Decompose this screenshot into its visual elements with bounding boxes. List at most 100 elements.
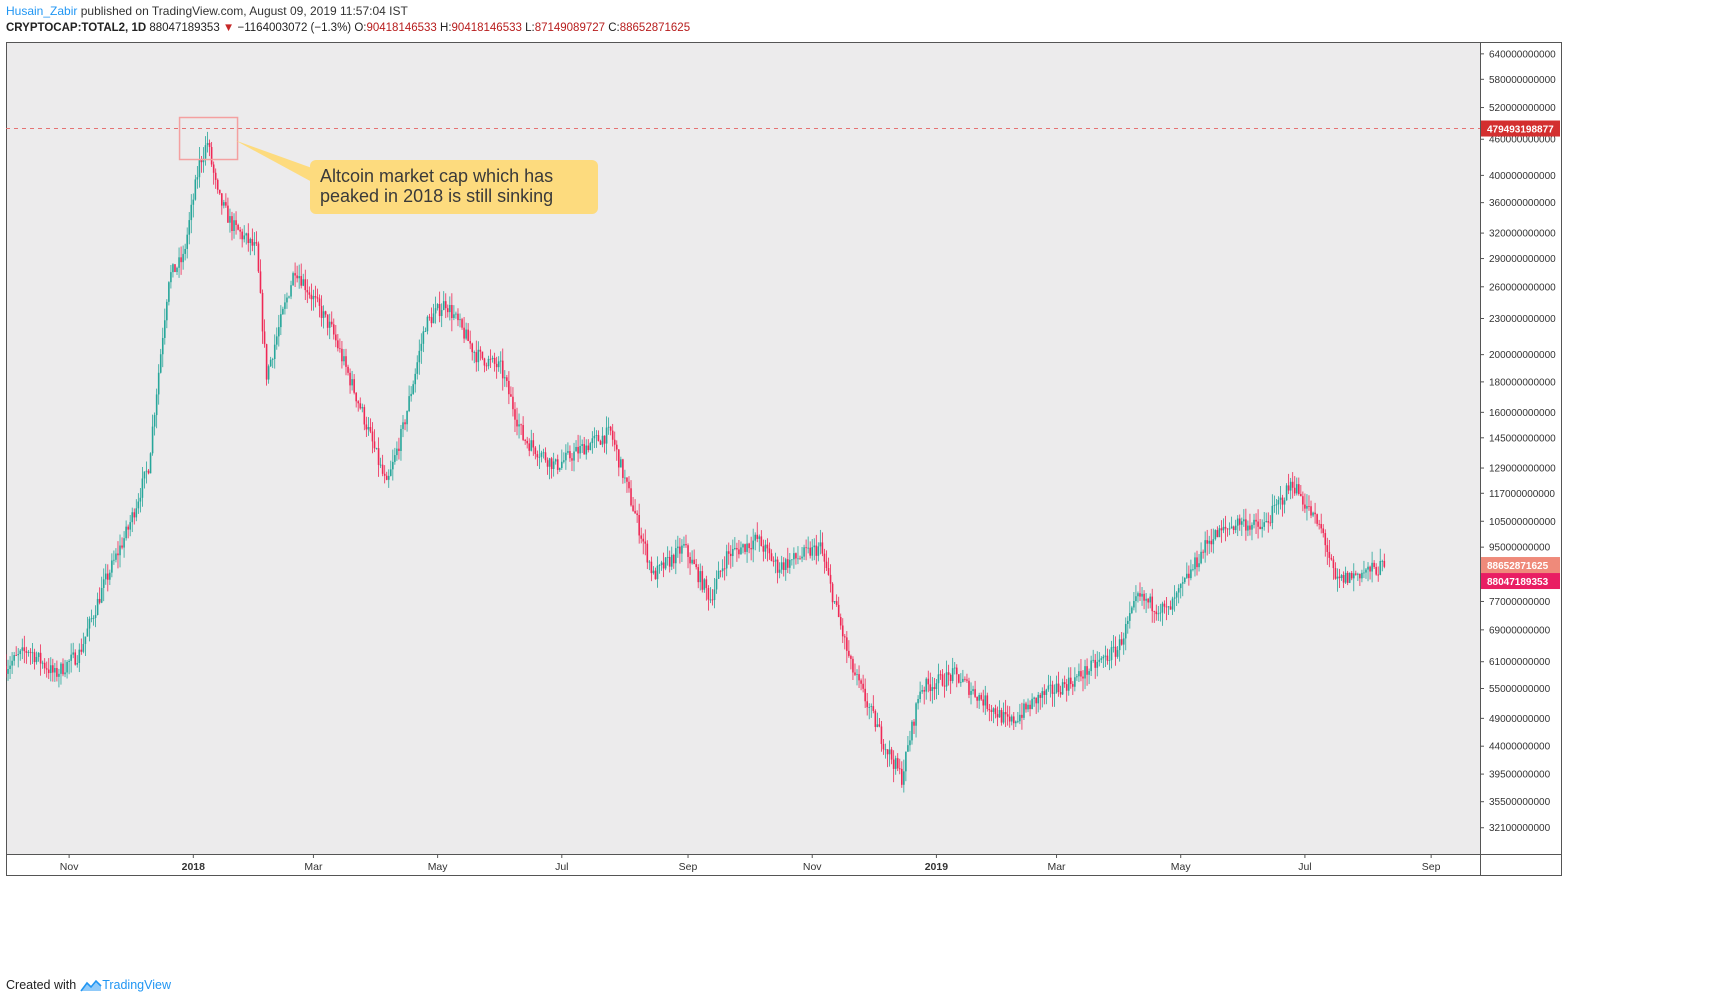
candle-body <box>1214 530 1217 540</box>
candle-body <box>1039 694 1042 698</box>
candle <box>178 247 180 278</box>
candle-body <box>241 231 243 240</box>
candle <box>1084 659 1086 690</box>
candle <box>428 313 431 321</box>
tradingview-link[interactable]: TradingView <box>102 978 171 992</box>
candle <box>974 680 976 699</box>
candle <box>1326 537 1329 565</box>
candle-body <box>408 396 410 412</box>
candle-body <box>888 749 891 755</box>
candle <box>544 447 547 463</box>
candle-body <box>196 177 199 180</box>
candle <box>581 439 583 453</box>
candle-body <box>662 562 665 569</box>
candle-body <box>72 652 74 655</box>
candle-body <box>903 771 905 785</box>
candle-body <box>909 740 911 746</box>
candle <box>609 425 612 436</box>
candle-body <box>1023 703 1025 718</box>
candle-body <box>284 302 286 309</box>
candle-body <box>754 534 757 541</box>
candle <box>493 352 496 372</box>
y-tick-label: 44000000000 <box>1489 742 1551 753</box>
candle-body <box>47 669 50 674</box>
candle <box>115 548 117 563</box>
candle <box>206 131 209 153</box>
candle-body <box>497 361 500 368</box>
publish-info: published on TradingView.com, August 09,… <box>80 4 408 18</box>
candle <box>214 168 217 189</box>
candle-body <box>56 668 58 677</box>
candle-body <box>410 393 412 397</box>
candle <box>670 546 673 571</box>
candle <box>459 313 461 328</box>
candle-body <box>367 427 370 430</box>
candle <box>894 755 897 775</box>
price-chart[interactable]: 640000000000 580000000000 520000000000 4600… <box>6 42 1718 972</box>
candle-body <box>426 316 429 332</box>
candle <box>1344 566 1347 585</box>
candle-body <box>1183 577 1186 583</box>
candle-body <box>611 430 614 440</box>
created-with-text: Created with <box>6 978 77 992</box>
candle <box>732 539 734 567</box>
candle <box>243 225 246 243</box>
candle <box>426 315 429 335</box>
candle-body <box>98 598 101 603</box>
candle-body <box>1059 692 1062 695</box>
candle <box>919 681 921 703</box>
candle-body <box>583 444 585 455</box>
candle-body <box>1082 676 1084 679</box>
candle-body <box>86 628 89 637</box>
candle-body <box>1153 611 1156 612</box>
high-label: H: <box>440 22 452 34</box>
candle <box>915 702 917 738</box>
candle <box>351 370 353 391</box>
candle-body <box>1141 593 1143 597</box>
candle <box>155 388 158 429</box>
candle-body <box>1186 573 1188 578</box>
candle <box>43 658 46 674</box>
candle <box>60 662 62 685</box>
candle-body <box>1375 566 1377 575</box>
candle <box>843 634 846 650</box>
candle-body <box>982 699 985 706</box>
tradingview-brand[interactable]: TradingView <box>80 978 171 992</box>
candle-body <box>449 304 451 313</box>
candle <box>290 280 292 300</box>
candle-body <box>925 678 928 692</box>
symbol-label[interactable]: CRYPTOCAP:TOTAL2, 1D <box>6 22 147 34</box>
candle <box>501 348 504 391</box>
candle <box>308 286 311 299</box>
candle-body <box>119 545 121 556</box>
candle <box>905 751 907 782</box>
candle-body <box>170 272 172 283</box>
candle-body <box>440 310 443 317</box>
candle-body <box>829 574 832 584</box>
candle-body <box>768 548 771 554</box>
y-tick-label: 520000000000 <box>1489 103 1556 114</box>
candle <box>1055 675 1058 694</box>
candle-body <box>803 547 805 557</box>
candle <box>510 386 512 397</box>
candle <box>1381 559 1384 572</box>
candle-body <box>330 321 333 325</box>
y-tick-label: 69000000000 <box>1489 625 1551 636</box>
candle <box>986 692 989 712</box>
x-tick-label: Jul <box>555 861 568 873</box>
author-link[interactable]: Husain_Zabir <box>6 4 78 18</box>
candle <box>524 438 526 445</box>
candle-body <box>646 543 649 563</box>
candle-body <box>145 470 148 472</box>
candle-body <box>756 534 759 539</box>
candle <box>64 659 66 678</box>
candle <box>601 427 604 448</box>
candle-body <box>947 672 950 675</box>
candle-body <box>1228 528 1231 530</box>
candle <box>949 673 952 694</box>
candle-body <box>567 451 569 453</box>
candle <box>381 454 384 477</box>
candle-body <box>949 674 952 682</box>
candle <box>212 161 215 185</box>
candle <box>542 448 545 459</box>
